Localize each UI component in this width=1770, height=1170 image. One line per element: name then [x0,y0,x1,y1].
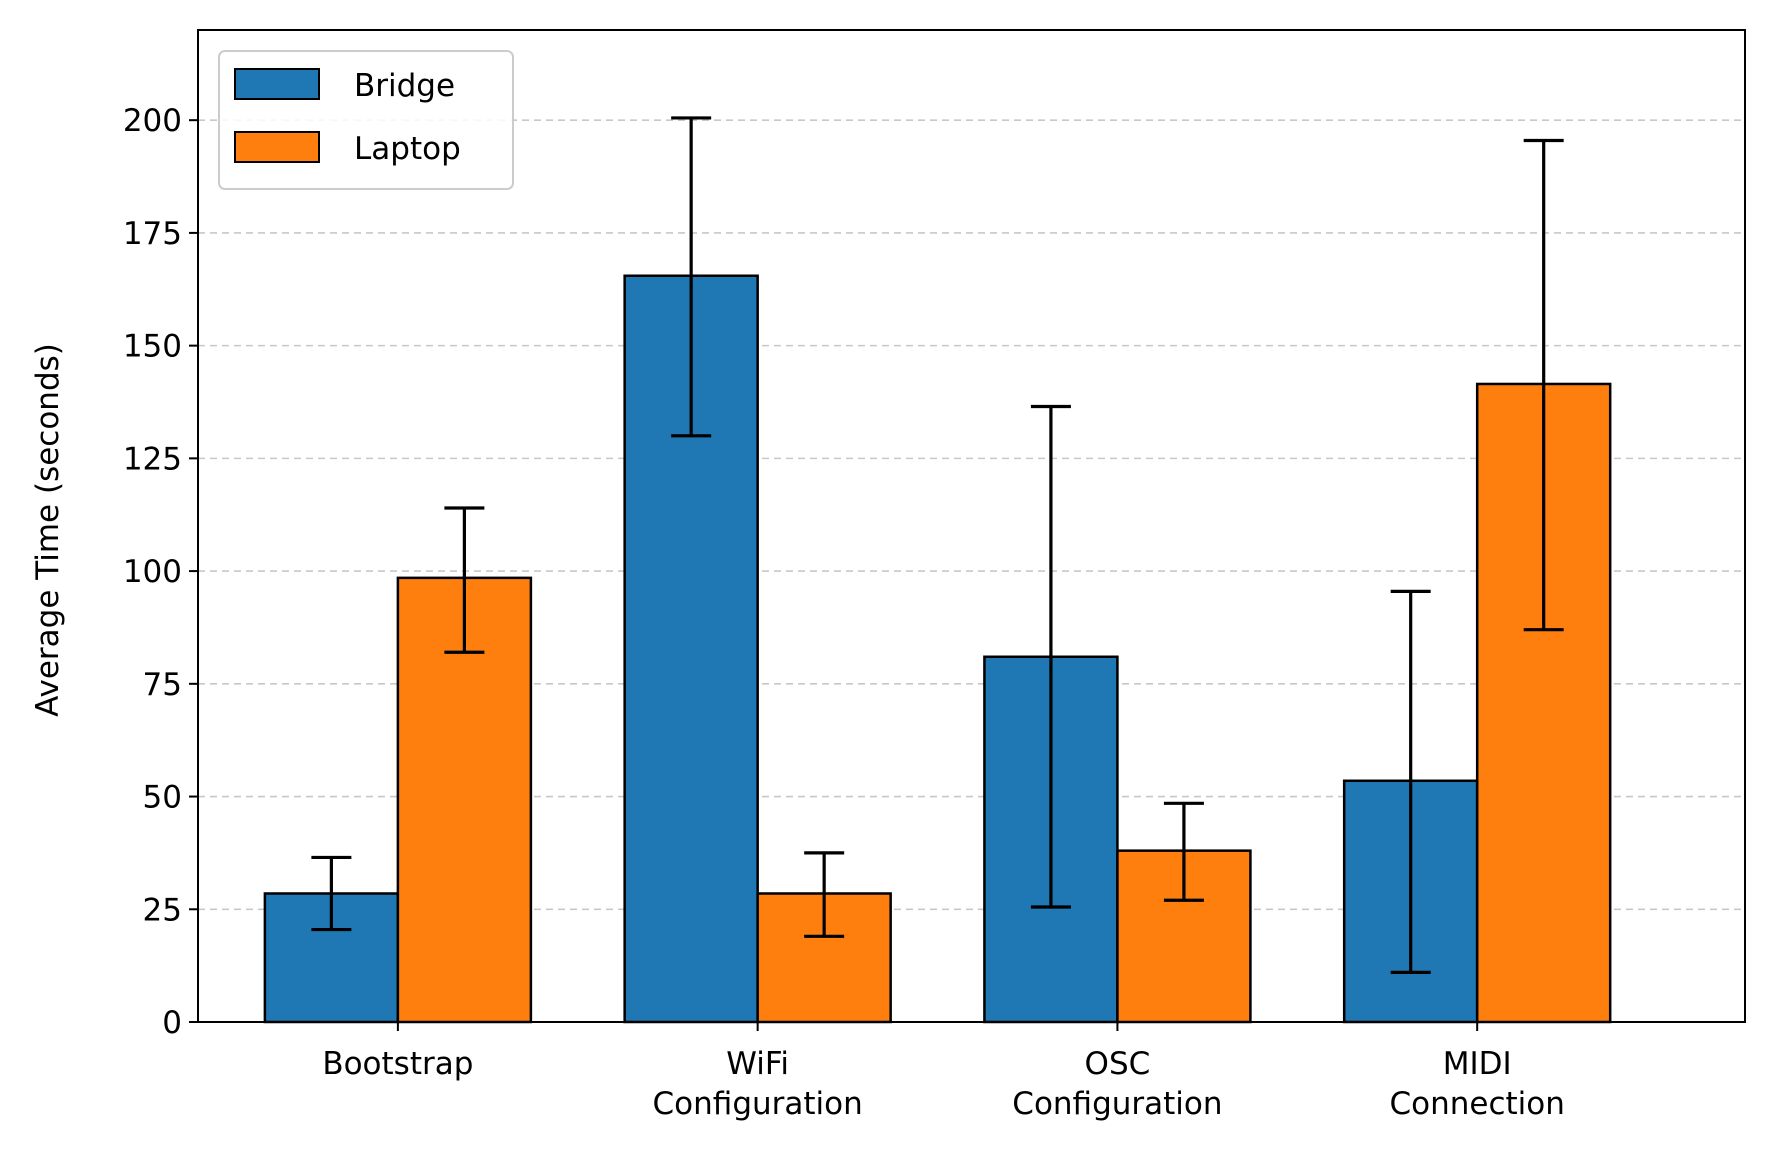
x-tick-label-line: Bootstrap [322,1046,473,1082]
x-tick-label: OSC Configuration [1012,1046,1222,1122]
x-tick-label-line: MIDI [1443,1046,1512,1082]
legend-label-laptop: Laptop [354,131,461,167]
legend: Bridge Laptop [218,50,514,190]
y-axis-label: Average Time (seconds) [30,343,66,717]
x-axis-ticks: Bootstrap WiFi Configuration OSC Configurati… [322,1022,1565,1122]
y-tick-label: 100 [123,554,182,590]
x-tick-label-line: OSC [1085,1046,1151,1082]
y-tick-label: 200 [123,103,182,139]
x-tick-label: WiFi Configuration [653,1046,863,1122]
x-tick-label: Bootstrap [322,1046,473,1082]
legend-swatch-bridge [234,68,320,100]
y-tick-label: 75 [143,667,182,703]
legend-swatch-laptop [234,131,320,163]
y-tick-label: 150 [123,329,182,365]
plot-frame [197,29,1746,1023]
x-tick-label-line: WiFi [726,1046,789,1082]
legend-label-bridge: Bridge [354,68,455,104]
y-tick-label: 175 [123,216,182,252]
x-tick-label-line: Configuration [1012,1086,1222,1122]
x-tick-label: MIDI Connection [1389,1046,1564,1122]
y-tick-label: 25 [143,892,182,928]
x-tick-label-line: Configuration [653,1086,863,1122]
y-tick-label: 125 [123,441,182,477]
y-axis-ticks: 0 25 50 75 100 125 150 175 200 [123,103,198,1041]
y-tick-label: 50 [143,780,182,816]
x-tick-label-line: Connection [1389,1086,1564,1122]
error-bars [311,116,1564,975]
bars [263,274,1612,1024]
y-tick-label: 0 [162,1005,182,1041]
